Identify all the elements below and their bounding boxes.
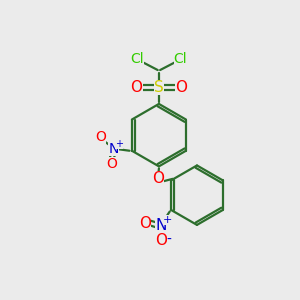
Text: +: + bbox=[115, 139, 123, 149]
Text: Cl: Cl bbox=[131, 52, 144, 66]
Text: N: N bbox=[155, 218, 166, 233]
Text: -: - bbox=[167, 233, 172, 248]
Text: N: N bbox=[108, 142, 118, 156]
Text: O: O bbox=[152, 171, 164, 186]
Text: Cl: Cl bbox=[173, 52, 187, 66]
Text: O: O bbox=[139, 216, 151, 231]
Text: S: S bbox=[154, 80, 164, 95]
Text: +: + bbox=[163, 214, 172, 224]
Text: O: O bbox=[106, 157, 117, 171]
Text: O: O bbox=[175, 80, 187, 95]
Text: O: O bbox=[130, 80, 142, 95]
Text: O: O bbox=[95, 130, 106, 144]
Text: O: O bbox=[155, 233, 167, 248]
